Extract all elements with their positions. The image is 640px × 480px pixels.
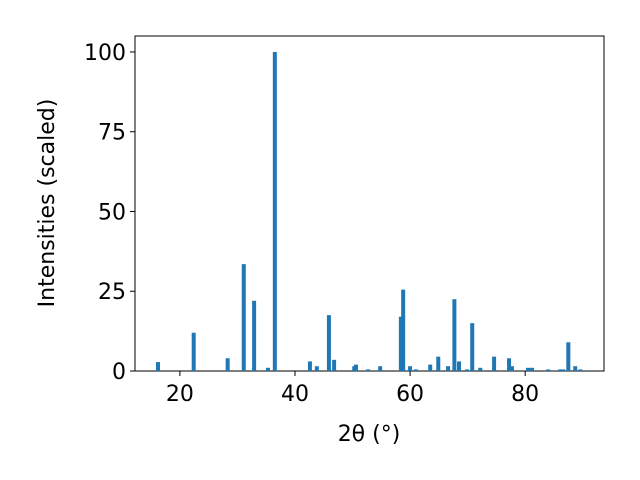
bar — [413, 369, 418, 371]
bar — [378, 366, 383, 371]
bar — [272, 51, 277, 371]
bar — [509, 366, 514, 371]
bar — [456, 361, 461, 371]
bar — [452, 299, 457, 371]
bar — [526, 367, 531, 371]
bar — [470, 323, 475, 371]
bar — [566, 342, 571, 371]
x-tick-label: 80 — [511, 382, 539, 407]
bar — [241, 264, 246, 371]
bar — [353, 364, 358, 371]
bar — [446, 366, 451, 371]
bar — [507, 358, 512, 371]
bar — [225, 358, 230, 371]
bar — [408, 366, 413, 371]
bar — [530, 367, 535, 371]
bar — [265, 367, 270, 371]
y-axis-label: Intensities (scaled) — [35, 99, 60, 308]
x-tick-label: 20 — [166, 382, 194, 407]
y-tick-label: 100 — [84, 41, 126, 66]
bar — [573, 366, 578, 371]
bar — [436, 356, 441, 371]
bar — [578, 369, 583, 371]
plot-frame — [134, 35, 605, 372]
bar — [366, 369, 371, 371]
bar — [558, 369, 563, 371]
bar — [428, 364, 433, 371]
y-tick-label: 50 — [98, 200, 126, 225]
x-tick-label: 40 — [281, 382, 309, 407]
bar — [314, 366, 319, 371]
bar — [478, 367, 483, 371]
bar — [465, 369, 470, 371]
y-tick-label: 0 — [112, 360, 126, 385]
y-tick-label: 25 — [98, 280, 126, 305]
bar — [252, 300, 257, 371]
bar — [191, 332, 196, 371]
bar — [398, 316, 403, 371]
y-tick-label: 75 — [98, 121, 126, 146]
x-axis-label: 2θ (°) — [338, 422, 401, 447]
bar — [332, 359, 337, 371]
bar — [401, 289, 406, 371]
bar — [307, 361, 312, 371]
bar — [546, 369, 551, 371]
bar — [561, 369, 566, 371]
bar — [156, 362, 161, 371]
bar — [492, 356, 497, 371]
bar — [326, 315, 331, 371]
x-tick-label: 60 — [396, 382, 424, 407]
